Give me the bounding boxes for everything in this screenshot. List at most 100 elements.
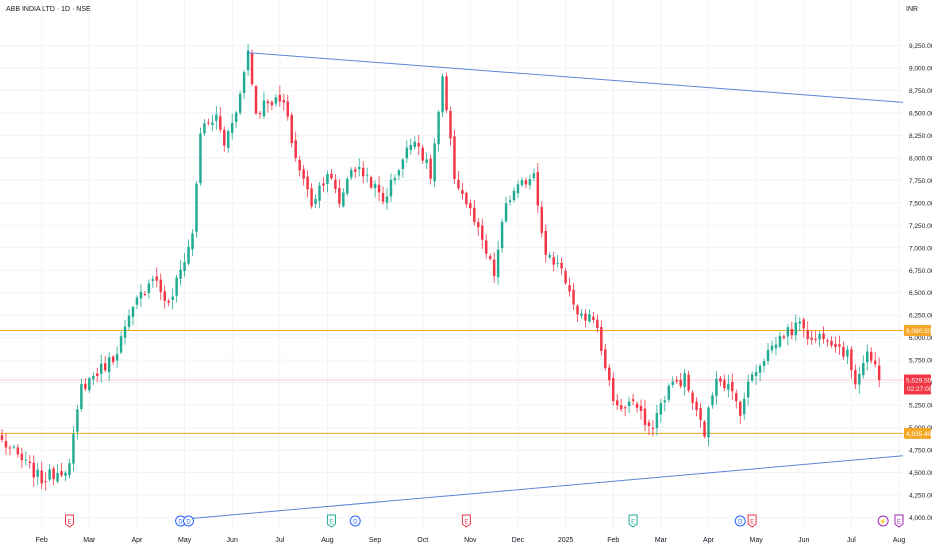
earnings-marker: E — [64, 514, 74, 528]
candle-body — [183, 262, 186, 272]
dividend-symbol: D — [186, 519, 191, 525]
candle-body — [310, 188, 313, 207]
candle-body — [834, 343, 837, 347]
candle-body — [179, 269, 182, 279]
candle-body — [572, 289, 575, 305]
last-price-line-value: 5,529.50 — [906, 377, 932, 384]
candle-body — [604, 349, 607, 369]
candle-body — [88, 378, 91, 391]
x-tick-label: Apr — [703, 537, 715, 544]
candle-body — [536, 172, 540, 206]
x-tick-label: Aug — [321, 537, 334, 544]
y-tick-label: 5,750.00 — [909, 358, 932, 365]
candle-body — [758, 365, 762, 373]
candle-body — [500, 221, 504, 249]
grid-lines — [0, 0, 903, 530]
candle-body — [246, 50, 250, 71]
time-axis[interactable]: Feb Mar Apr May Jun Jul Aug Sep Oct Nov Dec 2025 Feb… — [36, 537, 906, 544]
y-tick-label: 8,500.00 — [909, 110, 932, 117]
candle-body — [568, 285, 571, 292]
candle-body — [254, 86, 258, 114]
candle-body — [52, 468, 55, 480]
dividend-badge — [734, 515, 746, 527]
candle-body — [687, 374, 690, 391]
candle-body — [4, 441, 8, 448]
candle-body — [103, 363, 107, 371]
candle-body — [290, 114, 293, 144]
y-tick-label: 7,000.00 — [909, 245, 932, 252]
candle-body — [250, 52, 254, 85]
y-tick-label: 7,500.00 — [909, 200, 932, 207]
candle-body — [818, 333, 821, 340]
candle-body — [357, 167, 361, 170]
x-tick-label: Jul — [847, 537, 856, 544]
candle-body — [155, 276, 159, 281]
candle-body — [437, 111, 440, 145]
symbol-title[interactable]: ABB INDIA LTD · 1D · NSE — [6, 6, 91, 13]
candle-body — [703, 421, 706, 437]
x-tick-label: 2025 — [558, 537, 574, 544]
candle-body — [330, 173, 333, 179]
resistance-line-value: 6,080.50 — [906, 328, 932, 335]
candle-body — [619, 405, 623, 410]
candle-body — [548, 255, 551, 258]
candle-body — [8, 447, 12, 449]
candle-body — [830, 340, 833, 346]
event-markers[interactable]: E D D E D E E D E ⚡ E — [64, 514, 904, 528]
earnings-badge — [628, 514, 638, 528]
candle-body — [421, 147, 424, 161]
candle-body — [99, 363, 103, 374]
y-tick-label: 6,750.00 — [909, 268, 932, 275]
candle-body — [20, 453, 24, 461]
candle-body — [850, 349, 853, 371]
candle-body — [564, 270, 567, 284]
candle-body — [195, 183, 198, 232]
candle-body — [552, 257, 555, 265]
candle-body — [520, 180, 524, 185]
candle-body — [802, 319, 805, 329]
candle-body — [481, 225, 484, 240]
candle-body — [123, 326, 127, 338]
candle-body — [60, 471, 63, 476]
trendlines[interactable] — [192, 52, 904, 519]
candle-body — [219, 116, 222, 130]
candle-body — [0, 435, 4, 440]
x-tick-label: Apr — [131, 537, 143, 544]
candle-body — [727, 383, 730, 390]
x-tick-label: Oct — [417, 537, 428, 544]
candle-body — [151, 279, 155, 281]
candle-body — [139, 291, 143, 299]
y-tick-label: 8,250.00 — [909, 133, 932, 140]
candlesticks — [0, 43, 881, 491]
candle-body — [429, 158, 432, 179]
candle-body — [699, 408, 702, 420]
candle-body — [199, 133, 202, 184]
candle-body — [635, 403, 639, 408]
candle-body — [623, 407, 627, 409]
candle-body — [723, 380, 726, 389]
candle-body — [484, 240, 488, 254]
price-axis[interactable]: 4,000.004,250.004,500.004,750.005,000.00… — [909, 43, 932, 522]
candle-body — [203, 123, 206, 134]
candle-body — [707, 407, 710, 438]
y-tick-label: 5,250.00 — [909, 403, 932, 410]
candle-body — [492, 259, 496, 277]
candle-body — [659, 403, 663, 415]
candle-body — [794, 322, 798, 336]
candle-body — [453, 136, 456, 179]
y-tick-label: 9,250.00 — [909, 43, 932, 50]
candle-body — [877, 365, 881, 380]
candle-body — [869, 351, 873, 361]
candle-body — [119, 336, 123, 353]
candle-body — [854, 369, 857, 385]
candle-body — [187, 246, 190, 264]
candle-body — [695, 401, 698, 411]
candle-body — [385, 196, 389, 203]
candle-body — [258, 113, 262, 115]
candle-body — [413, 141, 417, 148]
candle-body — [84, 383, 87, 389]
candle-body — [230, 122, 234, 133]
split-badge — [877, 515, 889, 527]
candle-body — [473, 207, 476, 223]
